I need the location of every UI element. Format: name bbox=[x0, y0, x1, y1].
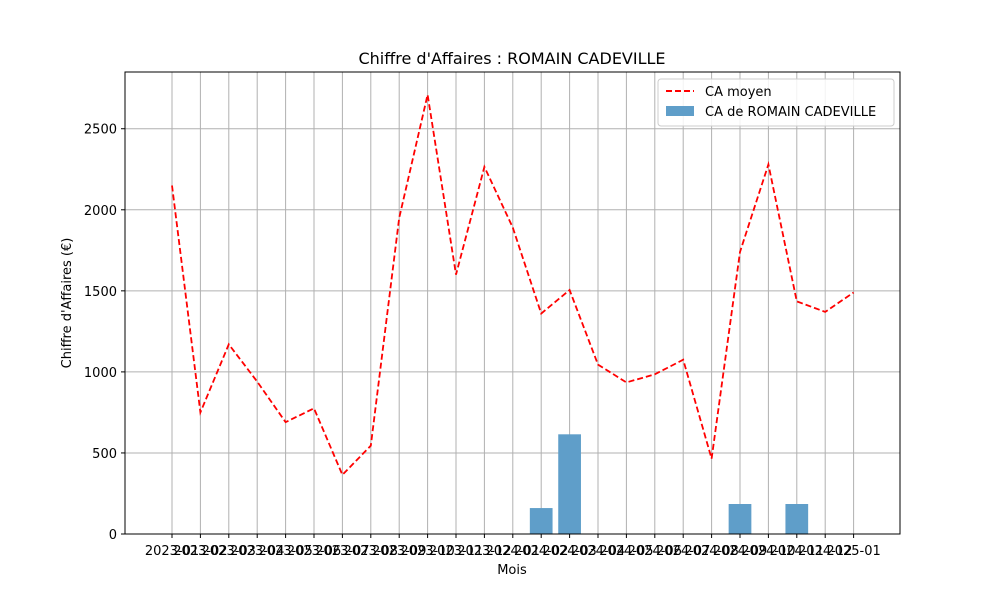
y-tick-label: 2000 bbox=[84, 204, 117, 219]
x-tick-label: 2024-06 bbox=[628, 544, 682, 559]
y-tick-label: 1000 bbox=[84, 366, 117, 381]
x-tick-label: 2023-04 bbox=[230, 544, 284, 559]
y-tick-label: 2500 bbox=[84, 123, 117, 138]
x-tick-label: 2024-03 bbox=[542, 544, 596, 559]
x-tick-label: 2023-05 bbox=[258, 544, 312, 559]
x-tick-label: 2024-07 bbox=[656, 544, 710, 559]
x-tick-label: 2023-10 bbox=[400, 544, 454, 559]
x-tick-label: 2023-02 bbox=[173, 544, 227, 559]
y-tick-label: 1500 bbox=[84, 285, 117, 300]
average-line bbox=[171, 94, 855, 477]
x-tick-label: 2024-12 bbox=[798, 544, 852, 559]
x-tick-label: 2024-10 bbox=[741, 544, 795, 559]
legend: CA moyen CA de ROMAIN CADEVILLE bbox=[657, 78, 895, 127]
line-series bbox=[171, 94, 855, 477]
x-tick-label: 2024-01 bbox=[486, 544, 540, 559]
x-tick-label: 2023-11 bbox=[429, 544, 483, 559]
x-tick-label: 2024-08 bbox=[684, 544, 738, 559]
x-tick-label: 2024-05 bbox=[599, 544, 653, 559]
x-tick-label: 2023-08 bbox=[344, 544, 398, 559]
x-tick-label: 2023-01 bbox=[145, 544, 199, 559]
bar bbox=[728, 504, 752, 534]
x-tick-label: 2024-04 bbox=[571, 544, 625, 559]
x-tick-label: 2023-06 bbox=[287, 544, 341, 559]
x-tick-label: 2023-07 bbox=[315, 544, 369, 559]
legend-box bbox=[657, 78, 895, 127]
x-tick-label: 2023-09 bbox=[372, 544, 426, 559]
x-tick-label: 2024-09 bbox=[713, 544, 767, 559]
x-tick-label: 2024-11 bbox=[770, 544, 824, 559]
x-tick-label: 2023-12 bbox=[457, 544, 511, 559]
x-tick-label: 2025-01 bbox=[826, 544, 880, 559]
chart-title: Chiffre d'Affaires : ROMAIN CADEVILLE bbox=[358, 49, 665, 68]
x-tick-label: 2023-03 bbox=[202, 544, 256, 559]
bar-series bbox=[529, 434, 809, 534]
legend-swatch-bar bbox=[666, 106, 694, 116]
x-axis-label: Mois bbox=[497, 563, 527, 578]
y-tick-label: 0 bbox=[109, 528, 117, 543]
y-axis-label: Chiffre d'Affaires (€) bbox=[60, 238, 75, 369]
y-axis-ticks: 0 500 1000 1500 2000 2500 bbox=[84, 123, 125, 543]
x-tick-label: 2024-02 bbox=[514, 544, 568, 559]
x-axis-ticks: 2023-012023-022023-032023-042023-052023-… bbox=[145, 534, 881, 559]
y-tick-label: 500 bbox=[92, 447, 117, 462]
legend-label-line: CA moyen bbox=[705, 85, 772, 100]
legend-label-bar: CA de ROMAIN CADEVILLE bbox=[705, 105, 876, 120]
bar bbox=[529, 508, 553, 534]
bar bbox=[558, 434, 581, 534]
bar bbox=[785, 504, 809, 534]
